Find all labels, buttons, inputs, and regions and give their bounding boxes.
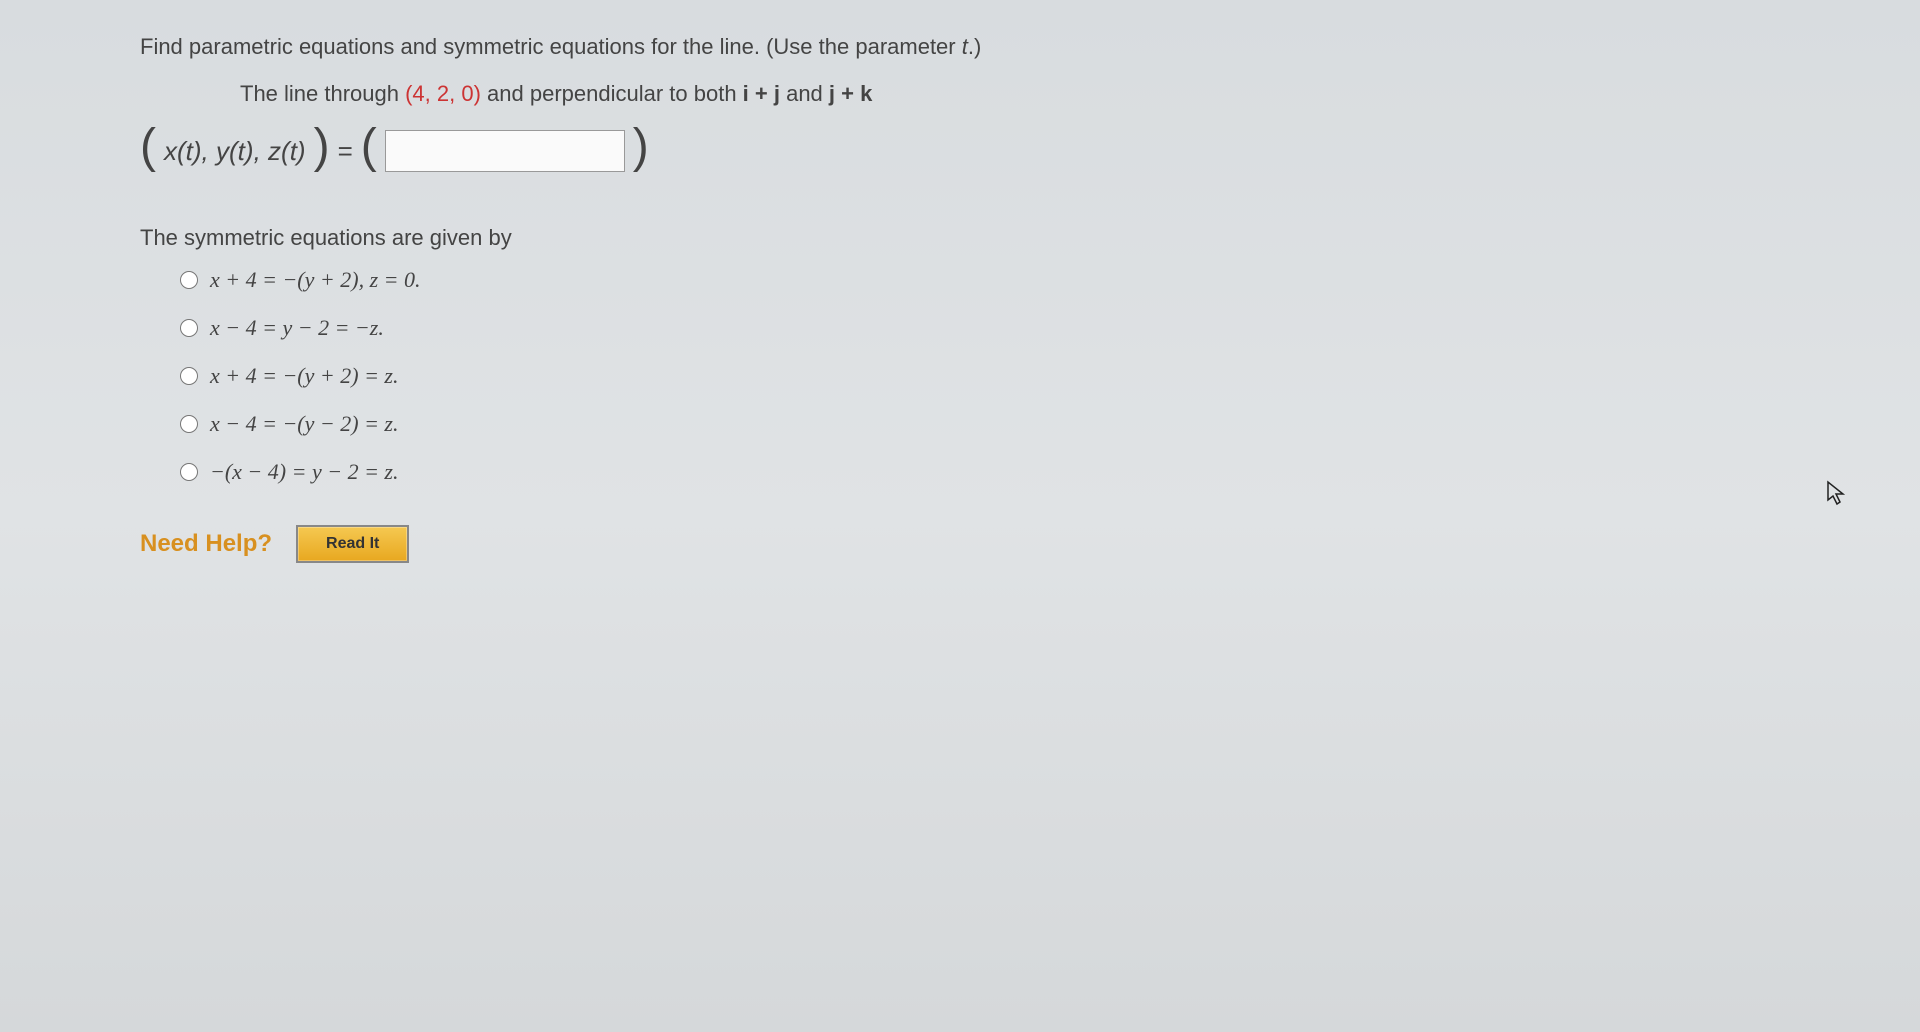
point-value: (4, 2, 0) bbox=[405, 81, 481, 106]
option-radio-5[interactable] bbox=[180, 463, 198, 481]
option-text-2: x − 4 = y − 2 = −z. bbox=[210, 315, 384, 341]
left-paren-2: ( bbox=[361, 123, 377, 171]
option-row-2[interactable]: x − 4 = y − 2 = −z. bbox=[180, 315, 1780, 341]
option-radio-2[interactable] bbox=[180, 319, 198, 337]
x-label: x bbox=[164, 136, 177, 166]
option-radio-3[interactable] bbox=[180, 367, 198, 385]
option-row-1[interactable]: x + 4 = −(y + 2), z = 0. bbox=[180, 267, 1780, 293]
option-text-5: −(x − 4) = y − 2 = z. bbox=[210, 459, 398, 485]
instruction-main: Find parametric equations and symmetric … bbox=[140, 34, 962, 59]
t-label-2: t bbox=[238, 136, 245, 166]
sub-instruction-prefix: The line through bbox=[240, 81, 405, 106]
option-radio-4[interactable] bbox=[180, 415, 198, 433]
need-help-label: Need Help? bbox=[140, 530, 272, 558]
option-text-4: x − 4 = −(y − 2) = z. bbox=[210, 411, 398, 437]
option-text-1: x + 4 = −(y + 2), z = 0. bbox=[210, 267, 420, 293]
help-row: Need Help? Read It bbox=[140, 525, 1780, 563]
instruction-end: .) bbox=[968, 34, 981, 59]
option-row-3[interactable]: x + 4 = −(y + 2) = z. bbox=[180, 363, 1780, 389]
z-label: z bbox=[268, 136, 281, 166]
t-label-1: t bbox=[186, 136, 193, 166]
options-group: x + 4 = −(y + 2), z = 0. x − 4 = y − 2 =… bbox=[180, 267, 1780, 485]
option-text-3: x + 4 = −(y + 2) = z. bbox=[210, 363, 398, 389]
left-paren-1: ( bbox=[140, 123, 156, 171]
equals-sign: = bbox=[338, 136, 353, 167]
instruction-text: Find parametric equations and symmetric … bbox=[140, 30, 1780, 63]
right-paren-1: ) bbox=[314, 123, 330, 171]
read-it-button[interactable]: Read It bbox=[296, 525, 409, 563]
parametric-lhs: x(t), y(t), z(t) bbox=[164, 136, 306, 167]
option-row-5[interactable]: −(x − 4) = y − 2 = z. bbox=[180, 459, 1780, 485]
parametric-answer-input[interactable] bbox=[385, 130, 625, 172]
question-container: Find parametric equations and symmetric … bbox=[140, 20, 1780, 573]
right-paren-2: ) bbox=[633, 123, 649, 171]
vector-2: j + k bbox=[829, 81, 872, 106]
sub-instruction-mid: and perpendicular to both bbox=[481, 81, 743, 106]
option-radio-1[interactable] bbox=[180, 271, 198, 289]
vector-1: i + j bbox=[743, 81, 780, 106]
parametric-equation-row: ( x(t), y(t), z(t) ) = ( ) bbox=[140, 127, 1780, 175]
symmetric-label: The symmetric equations are given by bbox=[140, 225, 1780, 251]
y-label: y bbox=[216, 136, 229, 166]
t-label-3: t bbox=[290, 136, 297, 166]
sub-instruction: The line through (4, 2, 0) and perpendic… bbox=[240, 81, 1780, 107]
cursor-icon bbox=[1826, 480, 1850, 515]
sub-instruction-and: and bbox=[780, 81, 829, 106]
option-row-4[interactable]: x − 4 = −(y − 2) = z. bbox=[180, 411, 1780, 437]
